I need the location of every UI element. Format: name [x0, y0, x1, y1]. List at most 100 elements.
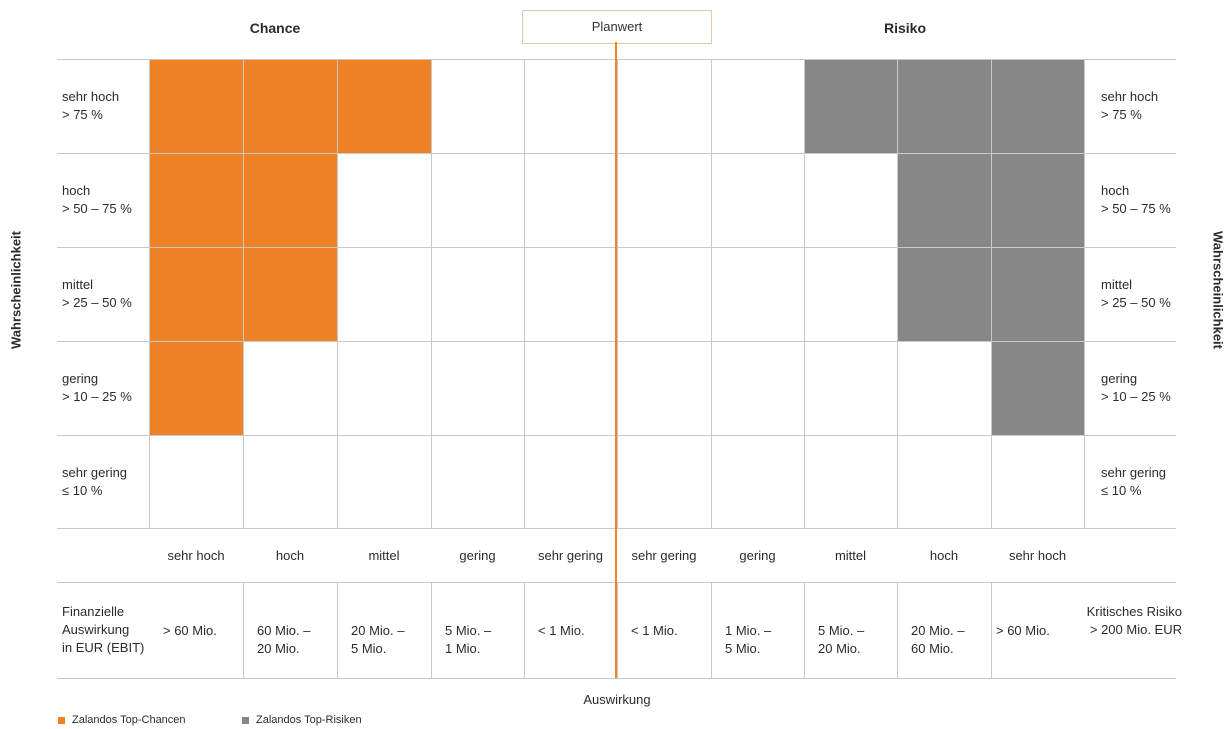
risk-cell: [991, 247, 1084, 341]
amount-value: 60 Mio. – 20 Mio.: [257, 622, 310, 658]
chance-cell: [149, 59, 243, 153]
financial-label-line: Finanzielle: [62, 604, 125, 619]
probability-name: sehr gering: [1101, 464, 1167, 480]
chance-cell: [243, 153, 337, 247]
chance-cell: [149, 153, 243, 247]
chance-cell: [149, 341, 243, 435]
financial-label-line: Auswirkung: [62, 622, 130, 637]
amount-line: 5 Mio.: [725, 641, 761, 656]
probability-label-right: sehr hoch > 75 %: [1101, 88, 1158, 124]
grid-line-vertical: [243, 59, 244, 528]
amount-value: 5 Mio. – 1 Mio.: [445, 622, 491, 658]
probability-range: > 50 – 75 %: [1101, 201, 1171, 216]
chance-cell: [243, 59, 337, 153]
amount-value: < 1 Mio.: [538, 622, 585, 640]
probability-label-right: sehr gering ≤ 10 %: [1101, 464, 1166, 500]
grid-line-vertical: [617, 582, 618, 678]
amount-value: < 1 Mio.: [631, 622, 678, 640]
amount-line: 5 Mio. –: [818, 623, 865, 638]
probability-name: gering: [1101, 371, 1138, 386]
amount-value: 1 Mio. – 5 Mio.: [725, 622, 771, 658]
amount-line: < 1 Mio.: [538, 623, 585, 638]
risk-cell: [897, 247, 991, 341]
amount-line: > 60 Mio.: [163, 623, 217, 638]
amount-line: 60 Mio. –: [257, 623, 311, 638]
probability-range: > 75 %: [1101, 107, 1142, 122]
probability-name: hoch: [62, 183, 91, 198]
critical-risk-line: Kritisches Risiko: [1086, 604, 1182, 619]
financial-label: Finanzielle Auswirkung in EUR (EBIT): [62, 603, 144, 657]
risk-cell: [991, 341, 1084, 435]
chance-cell: [149, 247, 243, 341]
legend-chance-label: Zalandos Top-Chancen: [72, 714, 186, 726]
grid-line-vertical: [524, 582, 525, 678]
grid-line-horizontal: [57, 678, 1176, 679]
grid-line-vertical: [431, 59, 432, 528]
probability-name: sehr gering: [62, 464, 128, 480]
amount-line: 5 Mio. –: [445, 623, 492, 638]
amount-line: 60 Mio.: [911, 641, 954, 656]
probability-name: sehr hoch: [62, 89, 120, 104]
probability-label-left: sehr hoch > 75 %: [62, 88, 119, 124]
impact-label: sehr hoch: [167, 548, 225, 563]
grid-line-vertical: [711, 59, 712, 528]
amount-line: 20 Mio.: [818, 641, 861, 656]
grid-line-vertical: [431, 582, 432, 678]
probability-range: > 50 – 75 %: [62, 201, 132, 216]
chance-header: Chance: [249, 20, 301, 36]
amount-line: 20 Mio. –: [911, 623, 965, 638]
probability-range: > 10 – 25 %: [1101, 389, 1171, 404]
amount-line: 1 Mio. –: [725, 623, 772, 638]
grid-line-vertical: [337, 59, 338, 528]
amount-line: 5 Mio.: [351, 641, 387, 656]
impact-label: mittel: [834, 548, 867, 563]
financial-label-line: in EUR (EBIT): [62, 640, 145, 655]
impact-label: gering: [739, 548, 776, 563]
risk-cell: [991, 59, 1084, 153]
planwert-line: [615, 42, 617, 678]
probability-label-left: mittel > 25 – 50 %: [62, 276, 132, 312]
legend-risk-swatch: [242, 717, 249, 724]
y-axis-title-left: Wahrscheinlichkeit: [8, 231, 24, 349]
critical-risk-label: Kritisches Risiko > 200 Mio. EUR: [1070, 603, 1182, 639]
grid-line-vertical: [149, 59, 150, 528]
grid-line-vertical: [1084, 59, 1085, 528]
amount-value: 20 Mio. – 5 Mio.: [351, 622, 404, 658]
grid-line-vertical: [804, 59, 805, 528]
risiko-header: Risiko: [883, 20, 926, 36]
amount-line: 20 Mio.: [257, 641, 300, 656]
amount-value: > 60 Mio.: [163, 622, 217, 640]
grid-line-vertical: [897, 582, 898, 678]
impact-label: gering: [459, 548, 496, 563]
amount-value: 20 Mio. – 60 Mio.: [911, 622, 964, 658]
impact-label: sehr gering: [537, 548, 604, 563]
probability-name: hoch: [1101, 183, 1130, 198]
probability-range: ≤ 10 %: [1101, 482, 1142, 498]
chance-cell: [337, 59, 431, 153]
grid-line-vertical: [991, 582, 992, 678]
amount-value: 5 Mio. – 20 Mio.: [818, 622, 864, 658]
risk-cell: [991, 153, 1084, 247]
amount-line: > 60 Mio.: [996, 623, 1050, 638]
probability-label-left: sehr gering ≤ 10 %: [62, 464, 127, 500]
chance-cell: [243, 247, 337, 341]
grid-line-vertical: [617, 59, 618, 528]
risk-cell: [897, 153, 991, 247]
probability-name: sehr hoch: [1101, 89, 1159, 104]
probability-label-left: gering > 10 – 25 %: [62, 370, 132, 406]
risk-cell: [804, 59, 897, 153]
impact-label: mittel: [368, 548, 400, 563]
grid-line-vertical: [524, 59, 525, 528]
probability-range: ≤ 10 %: [62, 482, 103, 498]
amount-line: 1 Mio.: [445, 641, 481, 656]
y-axis-title-right: Wahrscheinlichkeit: [1210, 231, 1226, 349]
grid-line-vertical: [243, 582, 244, 678]
planwert-label: Planwert: [522, 10, 712, 44]
probability-range: > 10 – 25 %: [62, 389, 132, 404]
probability-label-right: mittel > 25 – 50 %: [1101, 276, 1171, 312]
amount-line: < 1 Mio.: [631, 623, 678, 638]
risk-cell: [897, 59, 991, 153]
amount-value: > 60 Mio.: [996, 622, 1050, 640]
probability-range: > 75 %: [62, 107, 103, 122]
x-axis-title: Auswirkung: [583, 692, 651, 707]
